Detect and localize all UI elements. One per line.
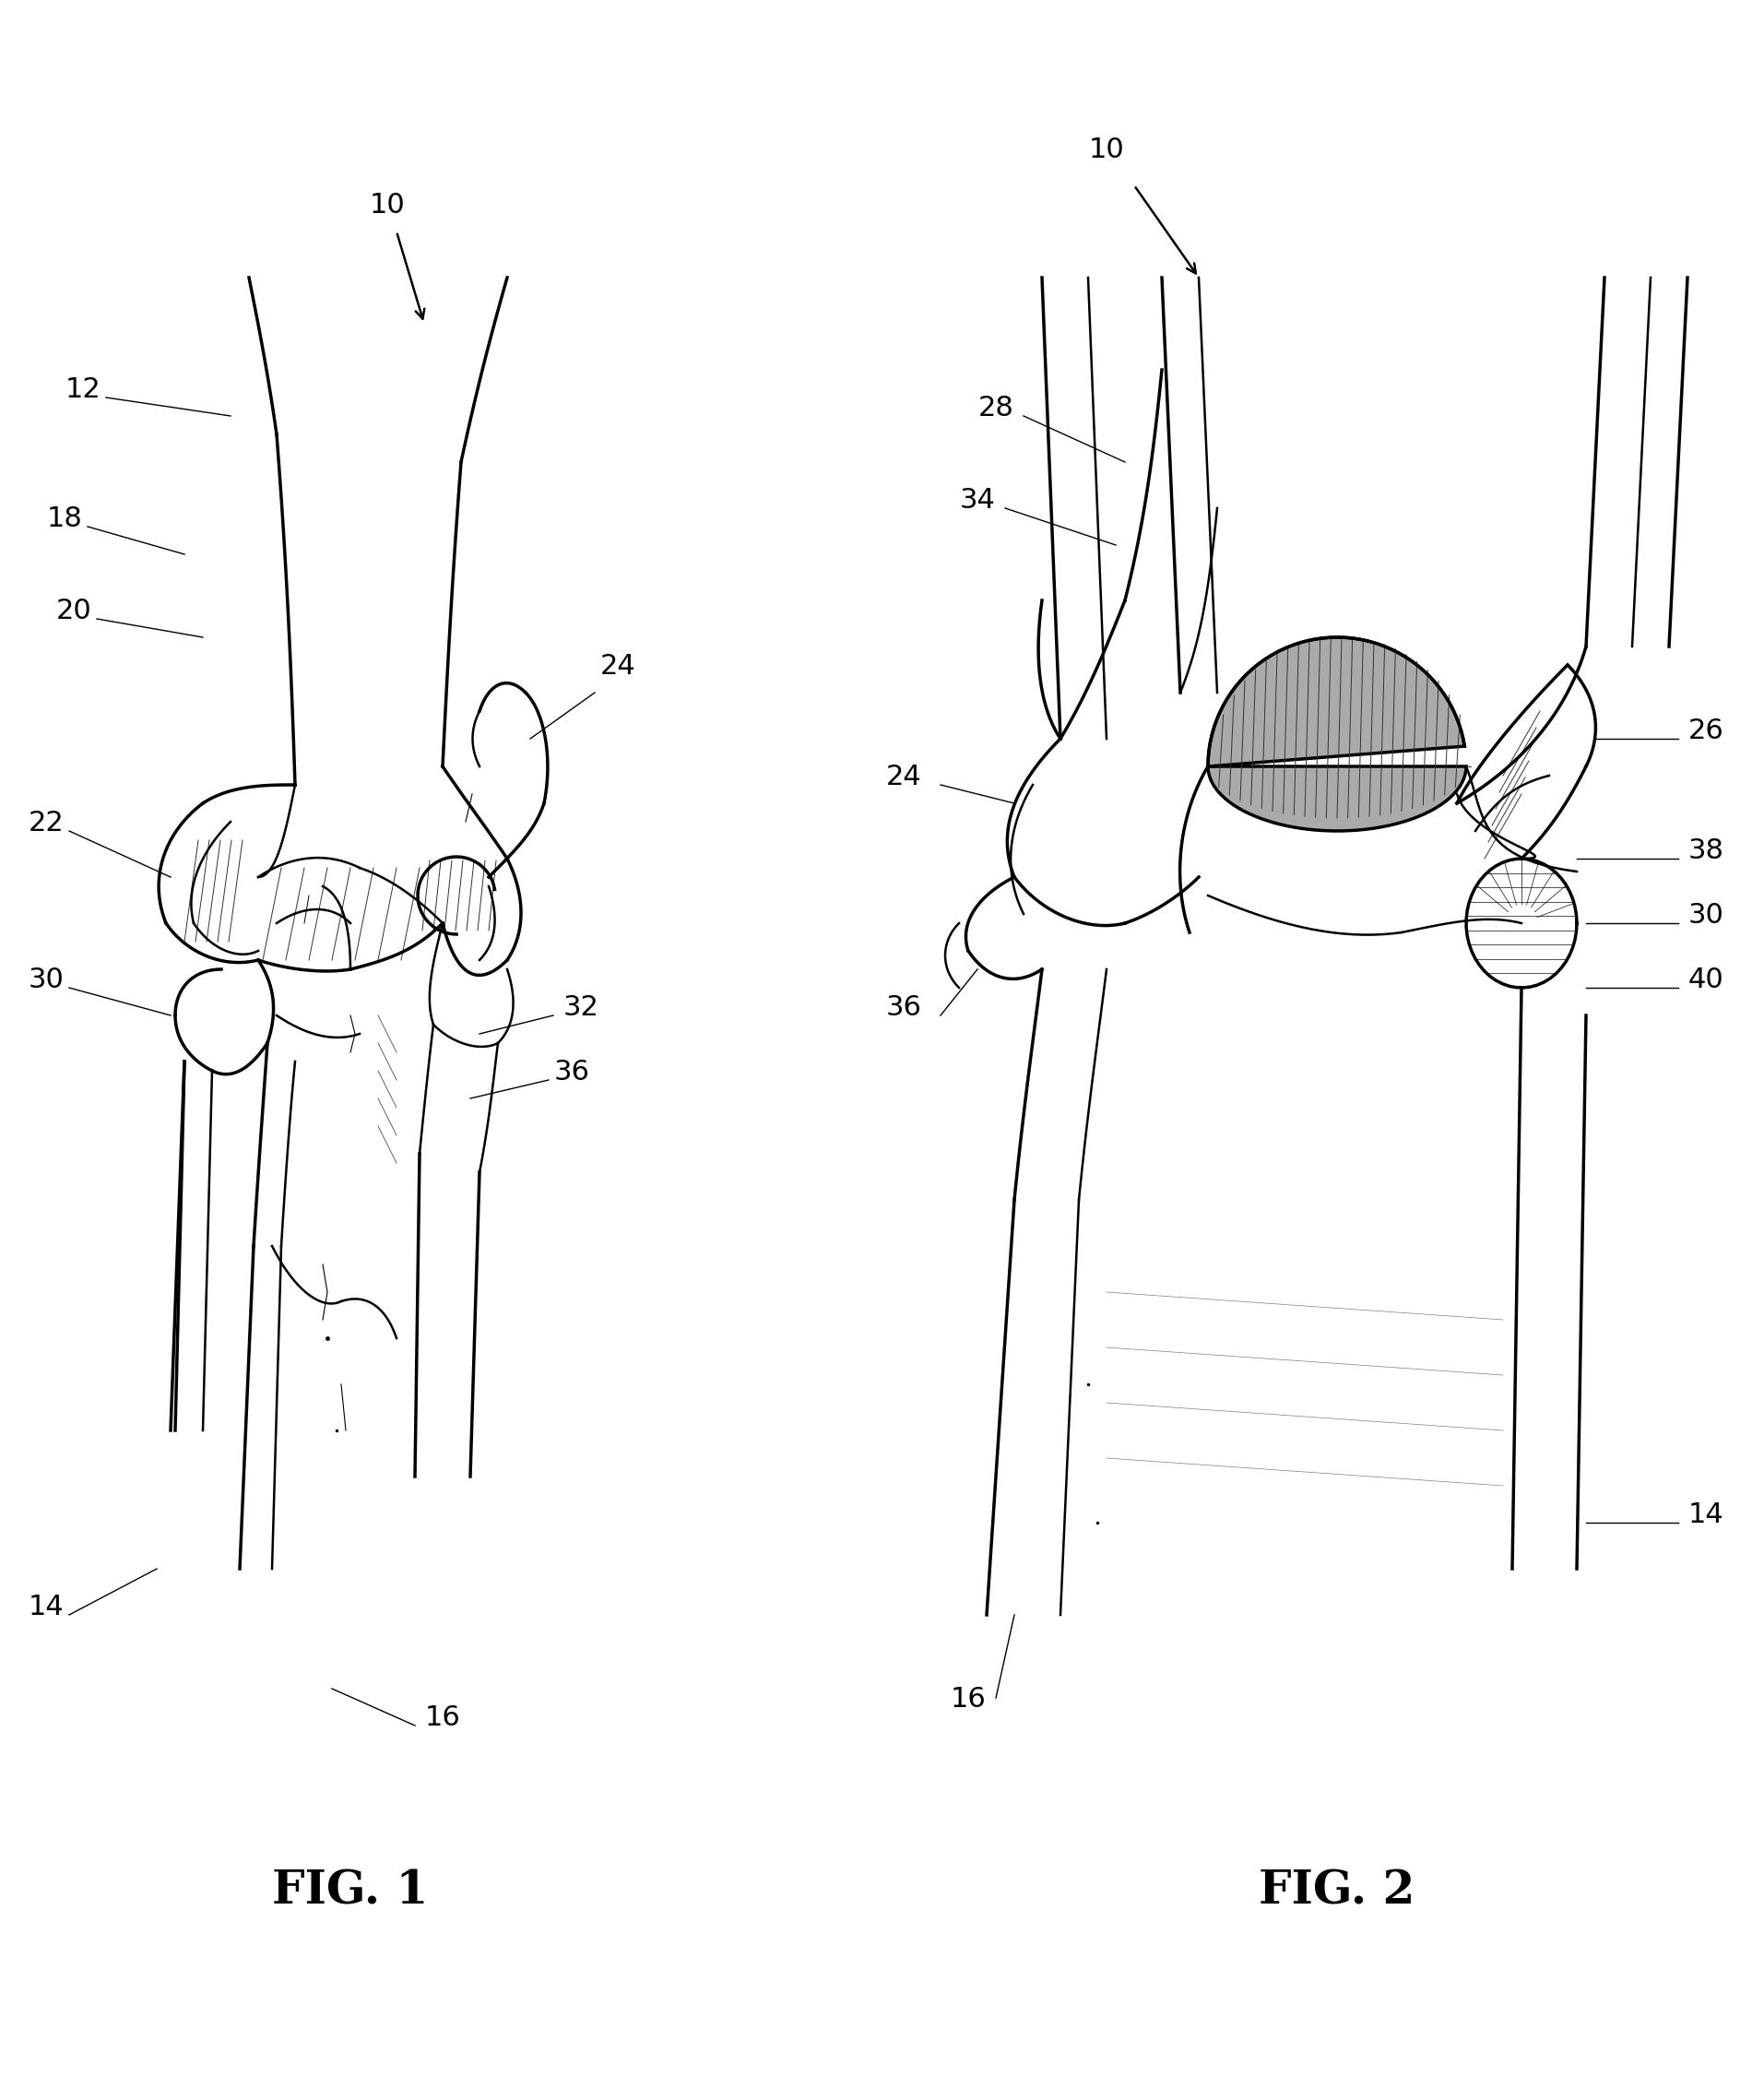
Text: 38: 38 xyxy=(1688,837,1723,864)
Text: 16: 16 xyxy=(951,1686,986,1713)
Text: 24: 24 xyxy=(886,764,921,791)
Text: FIG. 2: FIG. 2 xyxy=(1259,1868,1415,1914)
Text: 16: 16 xyxy=(425,1704,460,1731)
Text: 10: 10 xyxy=(1088,137,1124,164)
Polygon shape xyxy=(1208,637,1466,830)
Text: 26: 26 xyxy=(1688,718,1723,745)
Text: 18: 18 xyxy=(46,504,83,531)
Text: 22: 22 xyxy=(28,810,64,837)
Text: 40: 40 xyxy=(1688,967,1723,992)
Text: 24: 24 xyxy=(600,654,635,679)
Text: 10: 10 xyxy=(369,191,406,218)
Text: 34: 34 xyxy=(960,488,995,513)
Text: 36: 36 xyxy=(554,1059,589,1086)
Text: 14: 14 xyxy=(1688,1501,1723,1528)
Text: 36: 36 xyxy=(886,994,921,1021)
Text: 14: 14 xyxy=(28,1594,64,1621)
Text: 30: 30 xyxy=(1688,901,1723,928)
Text: FIG. 1: FIG. 1 xyxy=(272,1868,429,1914)
Text: 30: 30 xyxy=(28,967,64,992)
Text: 28: 28 xyxy=(977,394,1014,421)
Text: 12: 12 xyxy=(65,376,101,403)
Text: 32: 32 xyxy=(563,994,598,1021)
Text: 20: 20 xyxy=(56,598,92,625)
